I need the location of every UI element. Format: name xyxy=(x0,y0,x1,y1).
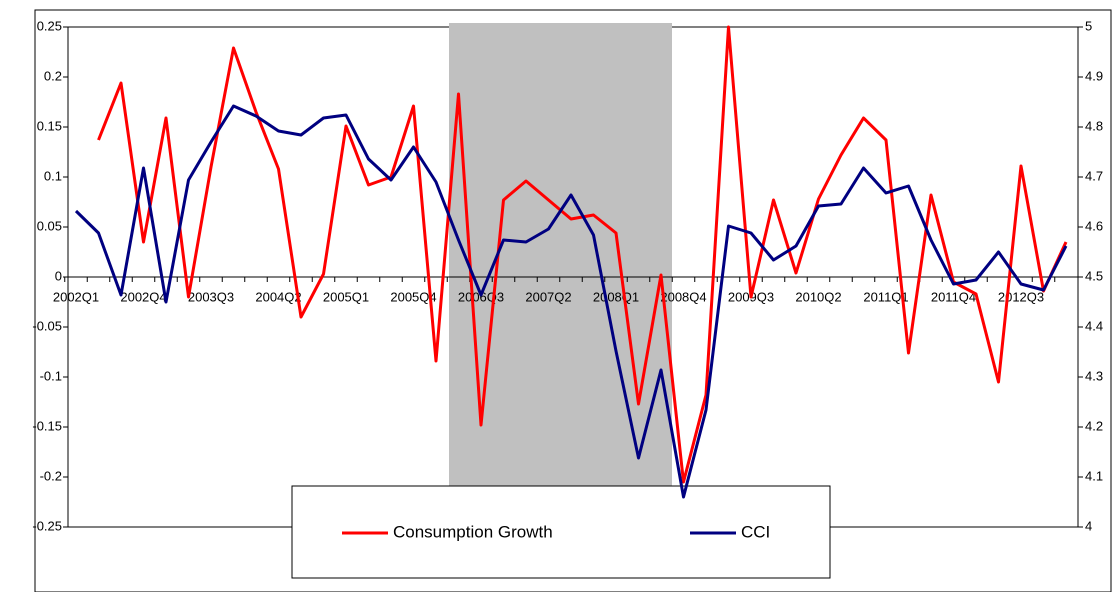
series-line xyxy=(74,104,1068,499)
y-tick-label: -0.25 xyxy=(32,518,62,533)
x-tick-label: 2011Q4 xyxy=(931,289,976,304)
y-tick-label: -0.2 xyxy=(40,468,62,483)
y2-tick-label: 4.7 xyxy=(1085,168,1103,183)
y2-tick-label: 4.8 xyxy=(1085,118,1103,133)
y2-tick-label: 4.5 xyxy=(1085,268,1103,283)
y-tick-label: 0.05 xyxy=(37,218,62,233)
y2-tick-label: 4.2 xyxy=(1085,418,1103,433)
y-tick-label: 0.25 xyxy=(37,18,62,33)
y-tick-label: 0.2 xyxy=(44,68,62,83)
x-tick-label: 2012Q3 xyxy=(998,289,1044,304)
y-tick-label: -0.05 xyxy=(32,318,62,333)
y2-tick-label: 4.4 xyxy=(1085,318,1103,333)
y-tick-label: -0.15 xyxy=(32,418,62,433)
x-tick-label: 2003Q3 xyxy=(188,289,234,304)
y-tick-label: 0 xyxy=(55,268,62,283)
x-tick-label: 2011Q1 xyxy=(863,289,908,304)
y2-tick-label: 4.3 xyxy=(1085,368,1103,383)
y2-tick-label: 5 xyxy=(1085,18,1092,33)
x-tick-label: 2002Q1 xyxy=(53,289,99,304)
y-tick-label: 0.1 xyxy=(44,168,62,183)
x-tick-label: 2008Q1 xyxy=(593,289,639,304)
x-tick-label: 2004Q2 xyxy=(255,289,301,304)
y2-tick-label: 4.6 xyxy=(1085,218,1103,233)
x-tick-label: 2005Q4 xyxy=(390,289,436,304)
y2-tick-label: 4.9 xyxy=(1085,68,1103,83)
y2-tick-label: 4.1 xyxy=(1085,468,1103,483)
x-tick-label: 2005Q1 xyxy=(323,289,369,304)
legend-label: CCI xyxy=(741,522,770,541)
y-tick-label: 0.15 xyxy=(37,118,62,133)
y-tick-label: -0.1 xyxy=(40,368,62,383)
y2-tick-label: 4 xyxy=(1085,518,1092,533)
legend-label: Consumption Growth xyxy=(393,522,553,541)
x-tick-label: 2002Q4 xyxy=(120,289,166,304)
x-tick-label: 2008Q4 xyxy=(660,289,706,304)
x-tick-label: 2007Q2 xyxy=(525,289,571,304)
x-tick-label: 2010Q2 xyxy=(795,289,841,304)
